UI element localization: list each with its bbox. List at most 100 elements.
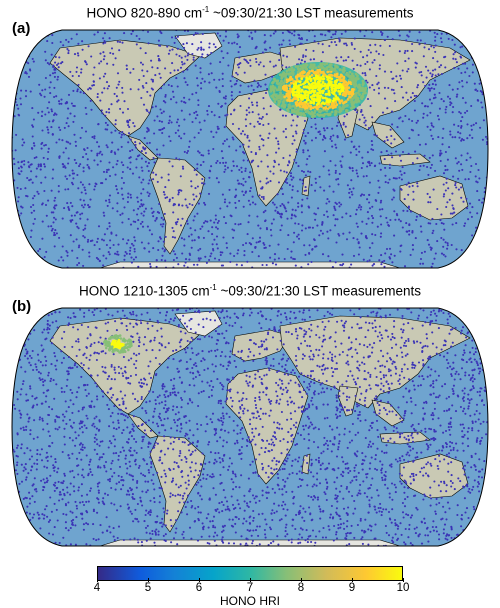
measurement-dot bbox=[271, 472, 274, 475]
measurement-dot bbox=[112, 52, 115, 55]
measurement-dot bbox=[300, 229, 304, 232]
measurement-dot bbox=[247, 106, 250, 109]
measurement-dot bbox=[116, 100, 119, 103]
measurement-dot bbox=[140, 181, 143, 184]
measurement-dot bbox=[348, 188, 351, 191]
measurement-dot bbox=[269, 46, 272, 49]
measurement-dot bbox=[53, 397, 56, 400]
measurement-dot bbox=[283, 170, 286, 173]
measurement-dot bbox=[428, 87, 431, 90]
measurement-dot bbox=[451, 111, 454, 114]
measurement-dot bbox=[76, 90, 79, 93]
measurement-dot bbox=[146, 90, 149, 93]
measurement-dot bbox=[321, 253, 325, 256]
measurement-dot bbox=[183, 132, 186, 135]
measurement-dot bbox=[123, 258, 126, 261]
measurement-dot bbox=[193, 111, 196, 114]
measurement-dot bbox=[278, 468, 281, 471]
hotspot-dot bbox=[322, 102, 326, 105]
measurement-dot bbox=[50, 363, 53, 366]
measurement-dot bbox=[466, 109, 469, 113]
measurement-dot bbox=[57, 100, 61, 103]
measurement-dot bbox=[407, 181, 410, 184]
measurement-dot bbox=[182, 70, 185, 73]
measurement-dot bbox=[411, 244, 414, 247]
measurement-dot bbox=[94, 433, 97, 436]
measurement-dot bbox=[447, 37, 450, 40]
measurement-dot bbox=[40, 147, 43, 150]
measurement-dot bbox=[196, 114, 199, 117]
measurement-dot bbox=[156, 67, 159, 70]
measurement-dot bbox=[279, 204, 282, 207]
measurement-dot bbox=[209, 520, 212, 523]
measurement-dot bbox=[129, 196, 133, 199]
measurement-dot bbox=[148, 318, 152, 321]
measurement-dot bbox=[66, 251, 69, 254]
measurement-dot bbox=[121, 397, 124, 400]
hotspot-dot bbox=[298, 80, 302, 83]
measurement-dot bbox=[44, 59, 47, 62]
measurement-dot bbox=[96, 237, 99, 240]
measurement-dot bbox=[199, 479, 202, 482]
measurement-dot bbox=[301, 182, 305, 185]
measurement-dot bbox=[466, 40, 469, 43]
measurement-dot bbox=[380, 471, 383, 474]
measurement-dot bbox=[86, 240, 89, 243]
measurement-dot bbox=[426, 239, 429, 242]
measurement-dot bbox=[309, 58, 312, 61]
hotspot-dot bbox=[323, 63, 327, 66]
measurement-dot bbox=[45, 214, 48, 217]
measurement-dot bbox=[419, 213, 422, 216]
measurement-dot bbox=[115, 188, 118, 191]
measurement-dot bbox=[402, 395, 405, 398]
measurement-dot bbox=[152, 247, 155, 250]
measurement-dot bbox=[155, 148, 159, 151]
measurement-dot bbox=[99, 440, 102, 443]
measurement-dot bbox=[290, 178, 293, 181]
measurement-dot bbox=[426, 192, 429, 195]
measurement-dot bbox=[45, 505, 48, 508]
measurement-dot bbox=[206, 220, 209, 223]
measurement-dot bbox=[237, 51, 240, 54]
measurement-dot bbox=[323, 150, 326, 153]
hotspot-dot bbox=[350, 88, 354, 92]
measurement-dot bbox=[148, 179, 151, 182]
measurement-dot bbox=[167, 407, 170, 410]
measurement-dot bbox=[110, 232, 113, 235]
measurement-dot bbox=[314, 136, 317, 139]
hotspot-dot bbox=[313, 79, 317, 82]
measurement-dot bbox=[478, 82, 481, 85]
measurement-dot bbox=[177, 203, 181, 206]
measurement-dot bbox=[278, 427, 281, 430]
measurement-dot bbox=[299, 178, 302, 181]
measurement-dot bbox=[17, 167, 20, 170]
measurement-dot bbox=[286, 164, 289, 167]
measurement-dot bbox=[429, 374, 432, 377]
hotspot-dot bbox=[294, 65, 298, 68]
measurement-dot bbox=[106, 168, 109, 171]
measurement-dot bbox=[411, 129, 415, 132]
measurement-dot bbox=[128, 119, 131, 122]
hotspot-dot bbox=[305, 106, 308, 109]
measurement-dot bbox=[302, 309, 305, 312]
hotspot-dot bbox=[346, 73, 350, 77]
measurement-dot bbox=[110, 387, 113, 390]
measurement-dot bbox=[294, 328, 298, 331]
measurement-dot bbox=[405, 91, 408, 94]
measurement-dot bbox=[172, 204, 175, 207]
measurement-dot bbox=[359, 194, 362, 197]
measurement-dot bbox=[44, 364, 47, 367]
measurement-dot bbox=[231, 75, 234, 78]
measurement-dot bbox=[364, 74, 367, 77]
measurement-dot bbox=[142, 188, 145, 191]
measurement-dot bbox=[84, 224, 87, 227]
measurement-dot bbox=[334, 33, 337, 36]
measurement-dot bbox=[190, 233, 193, 236]
measurement-dot bbox=[325, 498, 328, 502]
measurement-dot bbox=[224, 322, 228, 325]
measurement-dot bbox=[177, 325, 180, 328]
measurement-dot bbox=[46, 157, 49, 160]
measurement-dot bbox=[177, 189, 180, 192]
measurement-dot bbox=[27, 46, 30, 49]
measurement-dot bbox=[331, 353, 334, 356]
